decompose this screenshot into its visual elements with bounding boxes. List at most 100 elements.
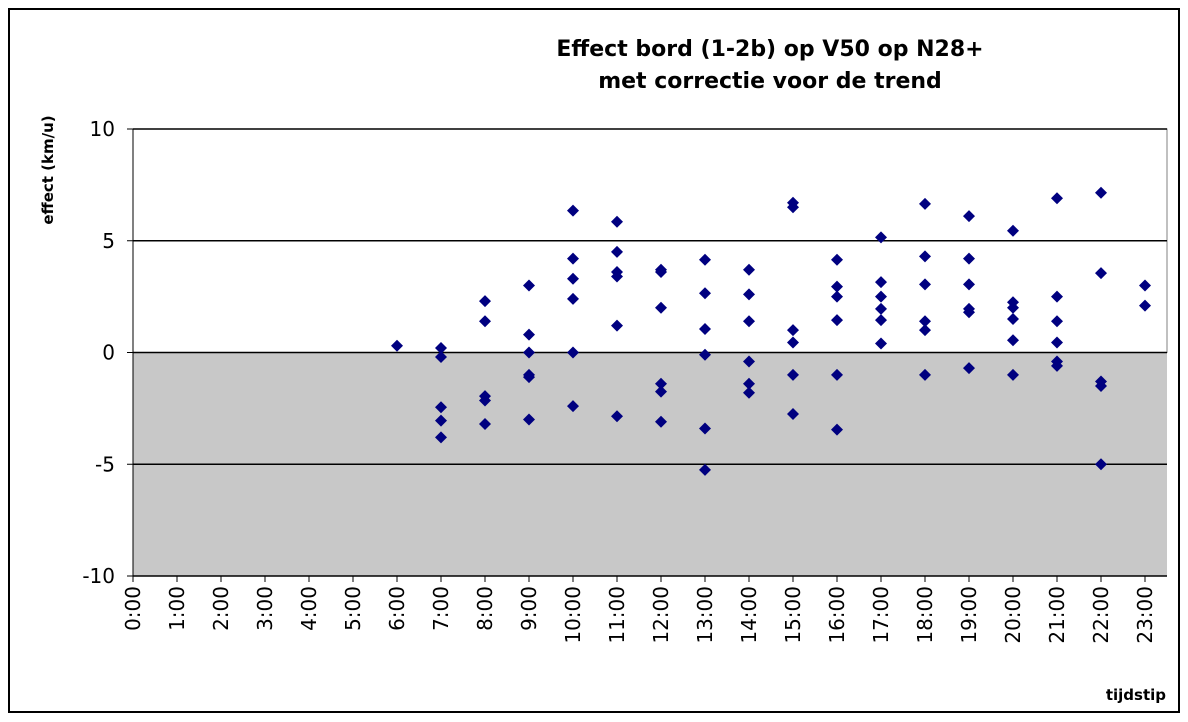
- x-tick-label: 17:00: [869, 586, 893, 644]
- x-tick-label: 7:00: [429, 586, 453, 631]
- x-tick-label: 16:00: [825, 586, 849, 644]
- point: [567, 272, 579, 285]
- x-axis-label: tijdstip: [1106, 686, 1166, 704]
- point: [523, 328, 535, 341]
- point: [875, 231, 887, 244]
- x-tick-label: 5:00: [341, 586, 365, 631]
- point: [611, 245, 623, 258]
- point: [1095, 186, 1107, 199]
- point: [567, 292, 579, 305]
- point: [567, 204, 579, 217]
- point: [743, 315, 755, 328]
- point: [479, 315, 491, 328]
- point: [655, 385, 667, 398]
- x-tick-label: 2:00: [209, 586, 233, 631]
- point: [699, 323, 711, 336]
- point: [1051, 359, 1063, 372]
- point: [1139, 299, 1151, 312]
- point: [1139, 279, 1151, 292]
- point: [831, 314, 843, 327]
- point: [875, 337, 887, 350]
- x-tick-label: 0:00: [121, 586, 145, 631]
- chart-title: Effect bord (1-2b) op V50 op N28+: [556, 37, 983, 62]
- point: [919, 368, 931, 381]
- x-tick-label: 22:00: [1089, 586, 1113, 644]
- point: [1007, 334, 1019, 347]
- point: [1007, 312, 1019, 325]
- point: [479, 418, 491, 431]
- point: [919, 315, 931, 328]
- y-axis-label: effect (km/u): [39, 115, 57, 224]
- point: [435, 401, 447, 414]
- point: [523, 346, 535, 359]
- point: [875, 276, 887, 289]
- point: [963, 362, 975, 375]
- point: [391, 339, 403, 352]
- point: [1095, 458, 1107, 471]
- point: [435, 431, 447, 444]
- point: [875, 314, 887, 327]
- point: [435, 414, 447, 427]
- point: [787, 336, 799, 349]
- point: [787, 368, 799, 381]
- x-tick-label: 23:00: [1133, 586, 1157, 644]
- x-tick-label: 6:00: [385, 586, 409, 631]
- point: [963, 306, 975, 319]
- y-tick-label: -5: [95, 452, 115, 476]
- x-tick-label: 12:00: [649, 586, 673, 644]
- point: [699, 422, 711, 435]
- point: [831, 290, 843, 303]
- point: [567, 252, 579, 265]
- point: [523, 279, 535, 292]
- point: [831, 423, 843, 436]
- point: [699, 463, 711, 476]
- x-tick-label: 15:00: [781, 586, 805, 644]
- point: [611, 215, 623, 228]
- x-tick-label: 21:00: [1045, 586, 1069, 644]
- point: [919, 197, 931, 210]
- x-tick-label: 18:00: [913, 586, 937, 644]
- point: [435, 350, 447, 363]
- point: [831, 368, 843, 381]
- x-tick-label: 1:00: [165, 586, 189, 631]
- point: [787, 407, 799, 420]
- point: [655, 377, 667, 390]
- point: [655, 415, 667, 428]
- point: [611, 319, 623, 332]
- point: [1007, 224, 1019, 237]
- point: [1051, 336, 1063, 349]
- point: [963, 252, 975, 265]
- x-tick-label: 14:00: [737, 586, 761, 644]
- point: [1095, 267, 1107, 280]
- point: [743, 377, 755, 390]
- point: [919, 324, 931, 337]
- x-tick-label: 10:00: [561, 586, 585, 644]
- point: [611, 270, 623, 283]
- point: [523, 413, 535, 426]
- point: [699, 287, 711, 300]
- point: [875, 290, 887, 303]
- point: [743, 386, 755, 399]
- point: [787, 201, 799, 214]
- y-tick-label: 0: [102, 341, 115, 365]
- point: [435, 342, 447, 355]
- point: [479, 295, 491, 308]
- point: [743, 263, 755, 276]
- x-tick-label: 19:00: [957, 586, 981, 644]
- x-tick-label: 20:00: [1001, 586, 1025, 644]
- point: [523, 371, 535, 384]
- point: [831, 253, 843, 266]
- y-tick-label: 5: [102, 229, 115, 253]
- point: [1007, 368, 1019, 381]
- point: [567, 346, 579, 359]
- x-tick-label: 13:00: [693, 586, 717, 644]
- point: [743, 355, 755, 368]
- point: [611, 410, 623, 423]
- x-tick-label: 9:00: [517, 586, 541, 631]
- chart-title: met correctie voor de trend: [598, 69, 942, 94]
- x-tick-label: 4:00: [297, 586, 321, 631]
- x-tick-label: 3:00: [253, 586, 277, 631]
- y-tick-label: 10: [90, 117, 115, 141]
- point: [1007, 301, 1019, 314]
